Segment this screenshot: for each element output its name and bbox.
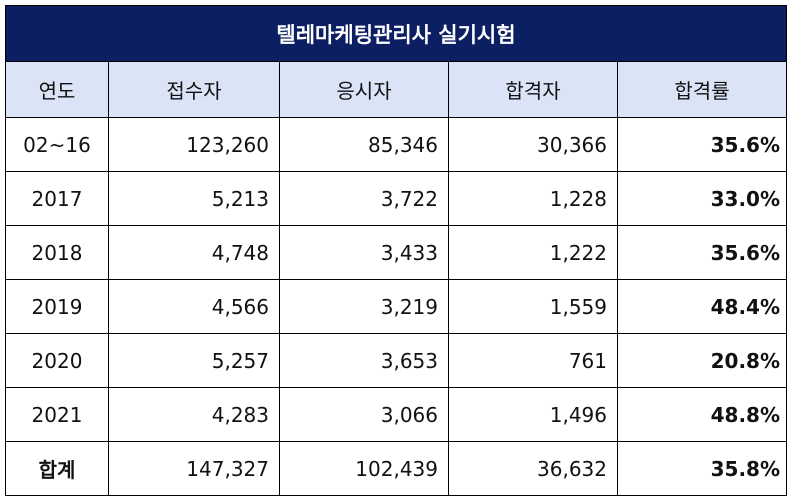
passers-cell: 761: [448, 333, 618, 388]
applicants-cell: 4,566: [108, 279, 280, 334]
passers-cell: 1,559: [448, 279, 618, 334]
passers-cell: 1,496: [448, 387, 618, 442]
exam-stats-table: 텔레마케팅관리사 실기시험 연도 접수자 응시자 합격자 합격률 02~16 1…: [5, 5, 787, 496]
passers-cell: 1,228: [448, 171, 618, 226]
passers-cell: 1,222: [448, 225, 618, 280]
table-row: 02~16 123,260 85,346 30,366 35.6%: [5, 117, 787, 172]
table-row: 2020 5,257 3,653 761 20.8%: [5, 333, 787, 388]
total-examinees-cell: 102,439: [279, 441, 449, 496]
title-row: 텔레마케팅관리사 실기시험: [5, 5, 787, 62]
examinees-cell: 3,433: [279, 225, 449, 280]
header-examinees: 응시자: [279, 61, 449, 118]
header-year: 연도: [5, 61, 109, 118]
total-row: 합계 147,327 102,439 36,632 35.8%: [5, 441, 787, 496]
examinees-cell: 85,346: [279, 117, 449, 172]
exam-stats-table-container: 텔레마케팅관리사 실기시험 연도 접수자 응시자 합격자 합격률 02~16 1…: [5, 5, 787, 496]
year-cell: 02~16: [5, 117, 109, 172]
pass-rate-cell: 48.8%: [617, 387, 787, 442]
table-title: 텔레마케팅관리사 실기시험: [5, 5, 787, 62]
table-row: 2019 4,566 3,219 1,559 48.4%: [5, 279, 787, 334]
total-passers-cell: 36,632: [448, 441, 618, 496]
applicants-cell: 123,260: [108, 117, 280, 172]
year-cell: 2017: [5, 171, 109, 226]
passers-cell: 30,366: [448, 117, 618, 172]
applicants-cell: 5,213: [108, 171, 280, 226]
applicants-cell: 4,748: [108, 225, 280, 280]
table-row: 2017 5,213 3,722 1,228 33.0%: [5, 171, 787, 226]
pass-rate-cell: 35.6%: [617, 117, 787, 172]
header-applicants: 접수자: [108, 61, 280, 118]
total-pass-rate-cell: 35.8%: [617, 441, 787, 496]
examinees-cell: 3,653: [279, 333, 449, 388]
total-label-cell: 합계: [5, 441, 109, 496]
year-cell: 2020: [5, 333, 109, 388]
header-row: 연도 접수자 응시자 합격자 합격률: [5, 61, 787, 118]
total-applicants-cell: 147,327: [108, 441, 280, 496]
table-row: 2018 4,748 3,433 1,222 35.6%: [5, 225, 787, 280]
pass-rate-cell: 20.8%: [617, 333, 787, 388]
year-cell: 2018: [5, 225, 109, 280]
examinees-cell: 3,066: [279, 387, 449, 442]
pass-rate-cell: 48.4%: [617, 279, 787, 334]
header-pass-rate: 합격률: [617, 61, 787, 118]
pass-rate-cell: 35.6%: [617, 225, 787, 280]
year-cell: 2021: [5, 387, 109, 442]
applicants-cell: 5,257: [108, 333, 280, 388]
examinees-cell: 3,219: [279, 279, 449, 334]
examinees-cell: 3,722: [279, 171, 449, 226]
year-cell: 2019: [5, 279, 109, 334]
table-row: 2021 4,283 3,066 1,496 48.8%: [5, 387, 787, 442]
applicants-cell: 4,283: [108, 387, 280, 442]
pass-rate-cell: 33.0%: [617, 171, 787, 226]
header-passers: 합격자: [448, 61, 618, 118]
